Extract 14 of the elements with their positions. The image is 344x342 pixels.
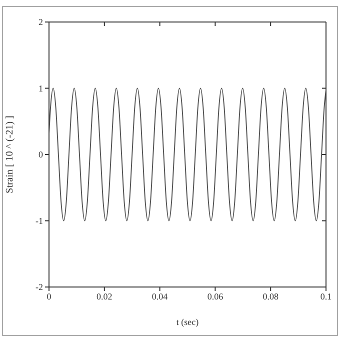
- y-tick-label: 0: [38, 150, 44, 160]
- y-tick-label: -2: [36, 282, 43, 292]
- x-tick-label: 0: [46, 291, 52, 302]
- x-tick-label: 0.02: [96, 291, 112, 302]
- x-tick-label: 0.06: [207, 291, 224, 302]
- y-tick-label: 2: [38, 17, 43, 28]
- x-tick-label: 0.04: [152, 291, 168, 302]
- y-axis-title: Strain [ 10 ^ (-21) ]: [4, 116, 16, 194]
- y-tick-label: 1: [38, 83, 43, 94]
- x-axis-title: t (sec): [176, 317, 199, 327]
- y-tick-label: -1: [36, 216, 43, 226]
- x-tick-label: 0.1: [320, 291, 332, 302]
- line-series: [49, 88, 326, 222]
- x-tick-label: 0.08: [262, 291, 279, 302]
